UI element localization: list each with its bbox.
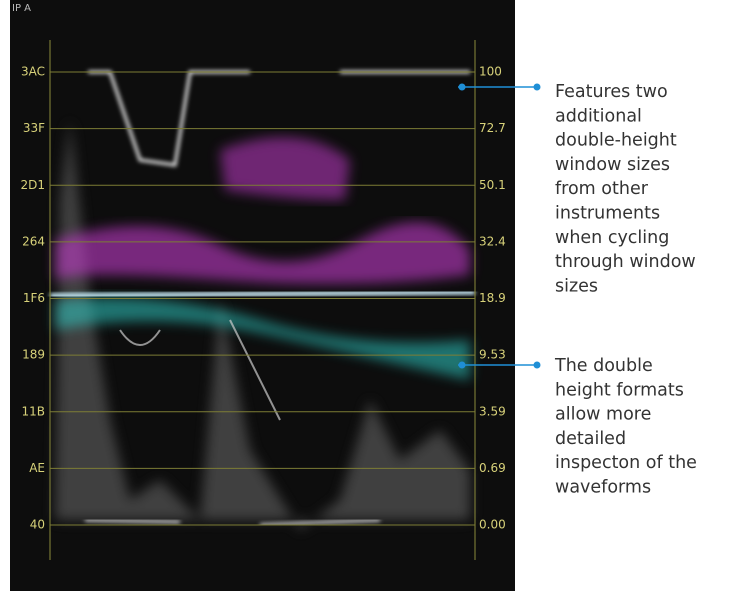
right-scale-label: 100 (479, 65, 502, 79)
callout-text: from other (555, 179, 649, 199)
callout-text: instruments (555, 204, 660, 224)
callout-text: Features two (555, 82, 668, 102)
callout-dot (533, 361, 541, 369)
callout-text: when cycling (555, 228, 669, 248)
callout-text: allow more (555, 405, 651, 425)
callout-text: inspecton of the (555, 453, 697, 473)
right-scale-label: 9.53 (479, 348, 506, 362)
right-scale-label: 18.9 (479, 291, 506, 305)
callout-dot (458, 83, 466, 91)
right-scale-label: 3.59 (479, 404, 506, 418)
left-scale-label: 2D1 (20, 178, 45, 192)
left-scale-label: 40 (30, 518, 45, 532)
right-scale-label: 50.1 (479, 178, 506, 192)
callout-text: window sizes (555, 155, 670, 175)
left-scale-label: 264 (22, 234, 45, 248)
callout-dot (533, 83, 541, 91)
callout-text: height formats (555, 380, 684, 400)
callout-text: detailed (555, 429, 626, 449)
right-scale-label: 72.7 (479, 121, 506, 135)
right-scale-label: 0.00 (479, 518, 506, 532)
left-scale-label: 1F6 (23, 291, 45, 305)
callout-dot (458, 361, 466, 369)
left-scale-label: AE (29, 461, 45, 475)
channel-label: IP A (12, 3, 31, 14)
callout-text: sizes (555, 276, 598, 296)
callout-text: through window (555, 252, 696, 272)
left-scale-label: 189 (22, 348, 45, 362)
callout-text: waveforms (555, 478, 651, 498)
callout-text: double-height (555, 131, 677, 151)
left-scale-label: 11B (21, 404, 45, 418)
left-scale-label: 33F (23, 121, 45, 135)
callout-text: The double (554, 356, 653, 376)
callout-text: additional (555, 106, 642, 126)
right-scale-label: 0.69 (479, 461, 506, 475)
right-scale-label: 32.4 (479, 234, 506, 248)
left-scale-label: 3AC (21, 65, 45, 79)
